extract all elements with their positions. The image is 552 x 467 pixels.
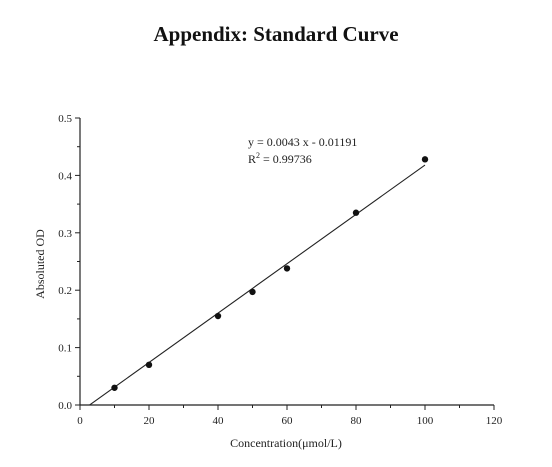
data-point xyxy=(249,288,256,296)
data-point xyxy=(111,384,118,391)
x-axis-title: Concentration(μmol/L) xyxy=(230,436,342,450)
y-tick-label: 0.1 xyxy=(58,343,72,355)
data-point xyxy=(352,209,360,216)
y-axis-title: Absoluted OD xyxy=(33,229,47,299)
x-tick-label: 120 xyxy=(486,415,503,427)
y-tick-label: 0.0 xyxy=(58,400,72,412)
regression-line xyxy=(89,164,426,406)
y-tick-label: 0.3 xyxy=(58,228,72,240)
y-tick-label: 0.5 xyxy=(58,113,72,125)
data-points-layer xyxy=(111,156,429,391)
x-tick-label: 60 xyxy=(282,415,294,427)
data-point xyxy=(421,156,429,163)
chart-axes: 0.0 0.1 0.2 0.3 0.4 0.5 0 20 40 60 80 100 120 xyxy=(58,113,503,427)
y-tick-label: 0.4 xyxy=(58,170,72,182)
y-tick-label: 0.2 xyxy=(58,285,72,297)
r-squared-label: R2 = 0.99736 xyxy=(248,151,312,166)
fit-equation: y = 0.0043 x - 0.01191 xyxy=(248,135,357,149)
x-tick-label: 20 xyxy=(144,415,156,427)
data-point xyxy=(145,361,153,369)
fit-line-layer xyxy=(89,164,426,406)
page-title: Appendix: Standard Curve xyxy=(153,22,399,46)
x-tick-label: 0 xyxy=(77,415,83,427)
data-point xyxy=(283,265,291,272)
x-tick-label: 80 xyxy=(351,415,363,427)
x-tick-label: 40 xyxy=(213,415,225,427)
x-tick-label: 100 xyxy=(417,415,434,427)
data-point xyxy=(214,312,222,320)
